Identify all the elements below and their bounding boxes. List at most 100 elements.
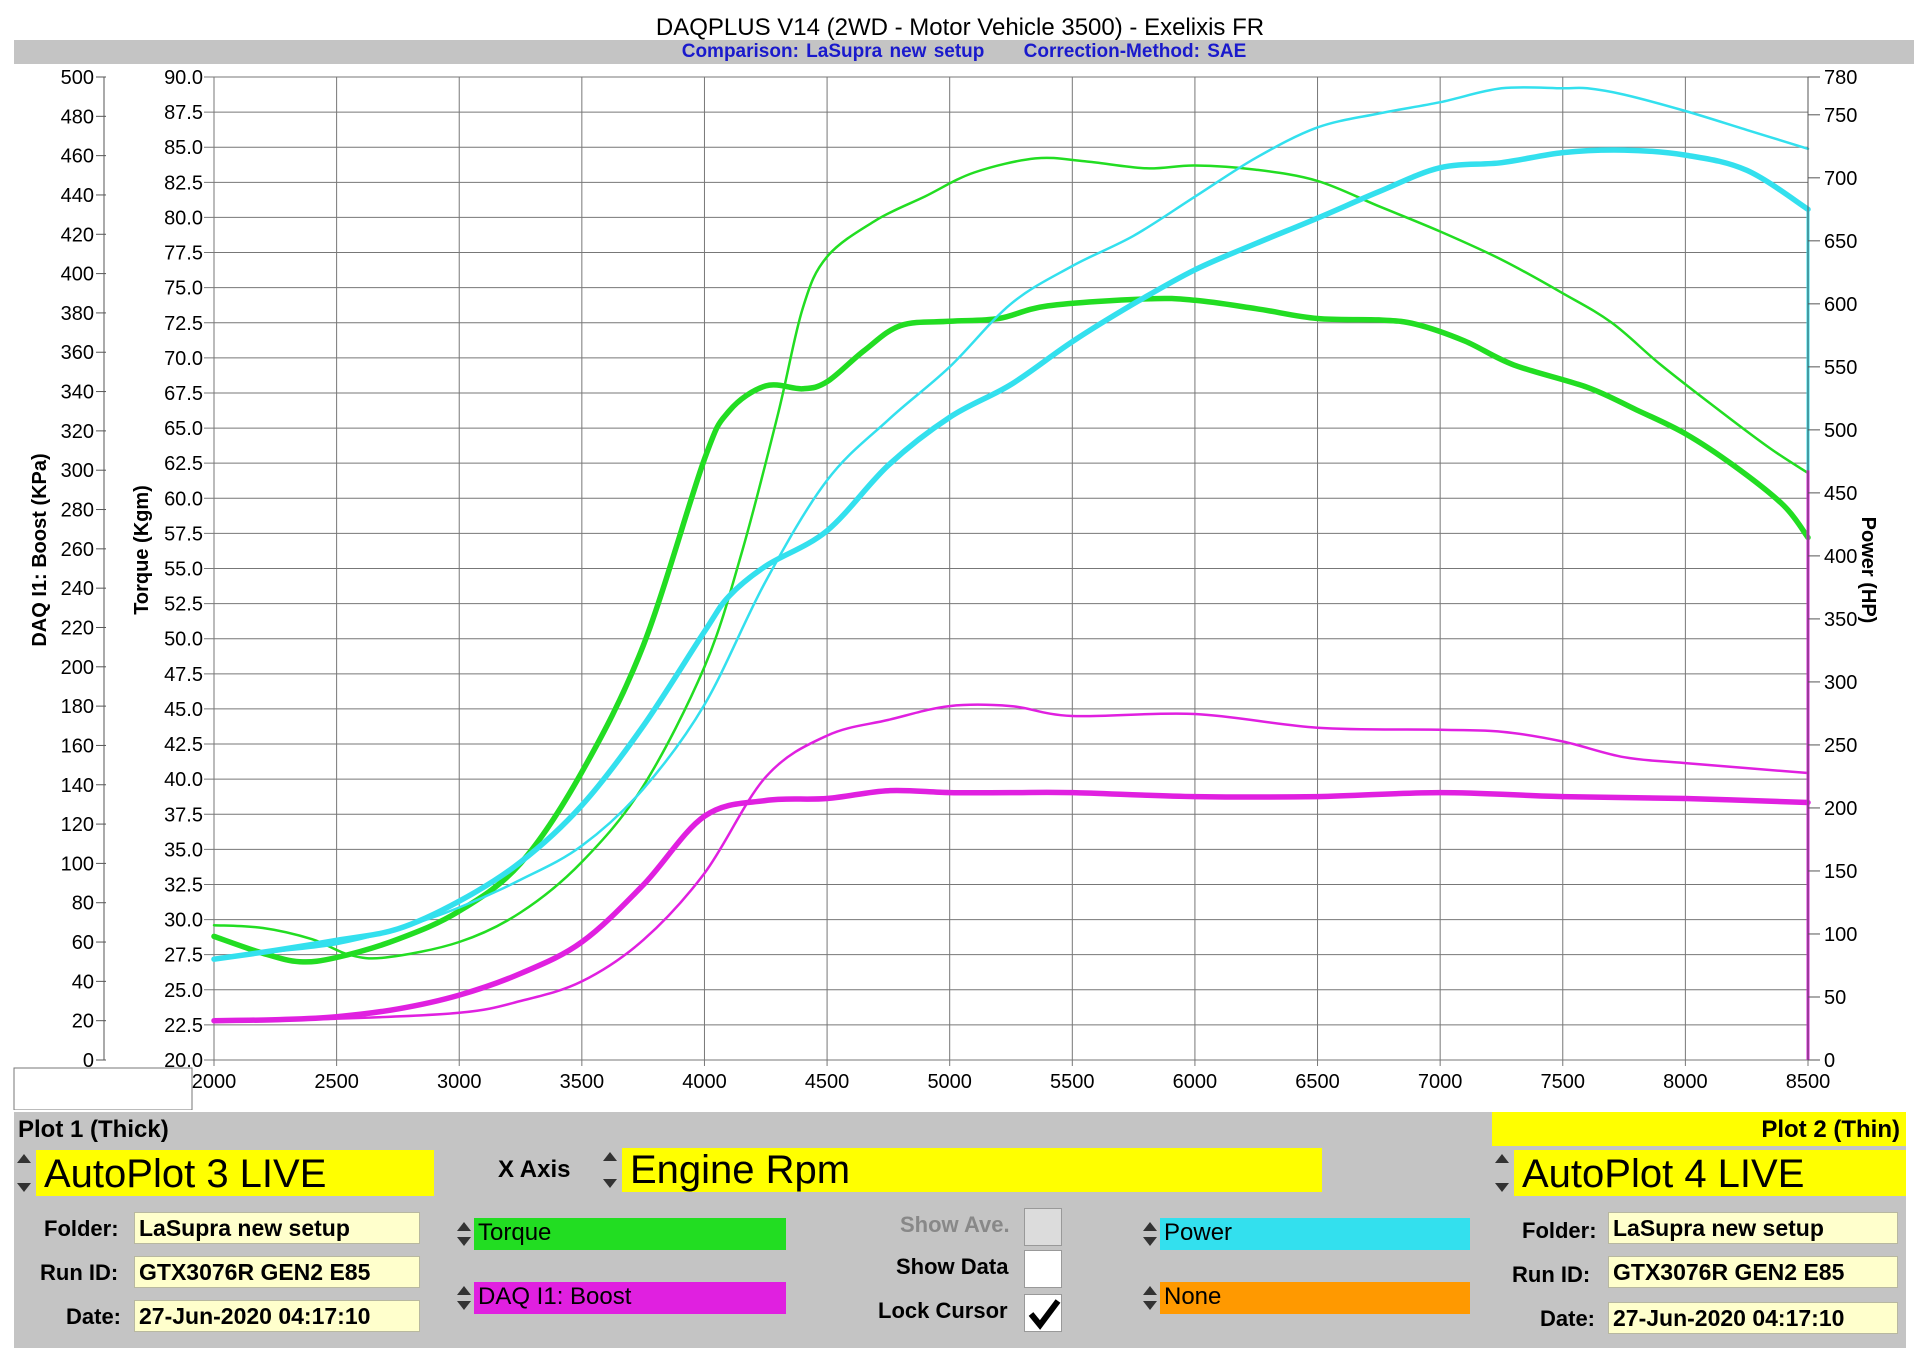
power-tick-label: 50 (1824, 987, 1846, 1009)
power-tick-label: 200 (1824, 798, 1857, 820)
x-tick-label: 6000 (1173, 1071, 1218, 1093)
channel-left2-spinner[interactable] (454, 1282, 474, 1314)
channel-right1-spinner[interactable] (1140, 1218, 1160, 1250)
plot1-folder-value[interactable]: LaSupra new setup (134, 1212, 420, 1244)
plot1-runid-value[interactable]: GTX3076R GEN2 E85 (134, 1256, 420, 1288)
power-tick-label: 250 (1824, 735, 1857, 757)
torque-tick-label: 25.0 (164, 980, 203, 1002)
xaxis-spinner[interactable] (600, 1148, 620, 1192)
torque-tick-label: 45.0 (164, 699, 203, 721)
torque-tick-label: 60.0 (164, 488, 203, 510)
plot2-source[interactable]: AutoPlot 4 LIVE (1514, 1150, 1906, 1196)
x-tick-label: 5000 (927, 1071, 972, 1093)
boost-tick-label: 400 (61, 264, 94, 286)
x-tick-label: 3000 (437, 1071, 482, 1093)
chart-background (0, 64, 1920, 1110)
plot2-folder-label: Folder: (1522, 1218, 1597, 1243)
power-tick-label: 780 (1824, 67, 1857, 89)
torque-tick-label: 85.0 (164, 137, 203, 159)
boost-tick-label: 420 (61, 224, 94, 246)
plot2-date-label: Date: (1540, 1306, 1596, 1331)
torque-tick-label: 82.5 (164, 172, 203, 194)
torque-tick-label: 62.5 (164, 453, 203, 475)
lock-cursor-checkbox[interactable] (1024, 1294, 1062, 1332)
boost-tick-label: 380 (61, 303, 94, 325)
axes-layer: 2000 2500 3000 3500 4000 4500 5000 5500 6000 6500… (61, 67, 1858, 1093)
control-panel: Plot 1 (Thick) AutoPlot 3 LIVE Folder: L… (14, 1112, 1906, 1348)
plot1-runid-label: Run ID: (40, 1260, 119, 1285)
torque-tick-label: 80.0 (164, 207, 203, 229)
boost-tick-label: 20 (72, 1011, 94, 1033)
power-axis-title: Power (HP) (1857, 517, 1879, 624)
power-tick-label: 350 (1824, 609, 1857, 631)
app-title: DAQPLUS V14 (2WD - Motor Vehicle 3500) -… (655, 14, 1265, 41)
plot2-folder-value[interactable]: LaSupra new setup (1608, 1212, 1898, 1244)
channel-left1-spinner[interactable] (454, 1218, 474, 1250)
x-tick-label: 8000 (1663, 1071, 1708, 1093)
plot1-source[interactable]: AutoPlot 3 LIVE (36, 1150, 434, 1196)
channel-right1[interactable]: Power (1160, 1218, 1470, 1250)
power-tick-label: 150 (1824, 861, 1857, 883)
torque-thick-line (211, 295, 1811, 965)
power-tick-label: 400 (1824, 546, 1857, 568)
xaxis-select[interactable]: Engine Rpm (622, 1148, 1322, 1192)
boost-tick-label: 320 (61, 421, 94, 443)
x-tick-label: 6500 (1295, 1071, 1340, 1093)
show-data-checkbox[interactable] (1024, 1250, 1062, 1288)
boost-tick-label: 460 (61, 146, 94, 168)
power-tick-label: 650 (1824, 231, 1857, 253)
x-tick-label: 3500 (560, 1071, 605, 1093)
torque-tick-label: 87.5 (164, 102, 203, 124)
boost-tick-label: 220 (61, 617, 94, 639)
plot2-runid-value[interactable]: GTX3076R GEN2 E85 (1608, 1256, 1898, 1288)
torque-tick-label: 67.5 (164, 383, 203, 405)
power-tick-label: 300 (1824, 672, 1857, 694)
plot2-source-spinner[interactable] (1492, 1150, 1512, 1196)
boost-tick-label: 300 (61, 460, 94, 482)
torque-tick-label: 90.0 (164, 67, 203, 89)
boost-tick-label: 40 (72, 971, 94, 993)
plot2-date-value[interactable]: 27-Jun-2020 04:17:10 (1608, 1302, 1898, 1334)
torque-tick-label: 37.5 (164, 804, 203, 826)
channel-left1[interactable]: Torque (474, 1218, 786, 1250)
torque-tick-label: 77.5 (164, 243, 203, 265)
power-tick-label: 750 (1824, 105, 1857, 127)
plot1-date-value[interactable]: 27-Jun-2020 04:17:10 (134, 1300, 420, 1332)
boost-tick-label: 0 (83, 1050, 94, 1072)
channel-left2[interactable]: DAQ I1: Boost (474, 1282, 786, 1314)
torque-tick-label: 70.0 (164, 348, 203, 370)
x-tick-label: 7000 (1418, 1071, 1463, 1093)
power-thin-line (212, 86, 1810, 961)
torque-tick-label: 50.0 (164, 629, 203, 651)
subtitle-bar: Comparison: LaSupra new setup Correction… (14, 40, 1914, 64)
dyno-chart[interactable]: 2000 2500 3000 3500 4000 4500 5000 5500 6000 6500… (0, 64, 1920, 1110)
torque-tick-label: 32.5 (164, 874, 203, 896)
x-tick-label: 7500 (1541, 1071, 1586, 1093)
boost-tick-label: 160 (61, 735, 94, 757)
power-tick-label: 100 (1824, 924, 1857, 946)
power-tick-label: 600 (1824, 294, 1857, 316)
comparison-label: Comparison: LaSupra new setup (681, 41, 985, 62)
channel-right2[interactable]: None (1160, 1282, 1470, 1314)
boost-tick-label: 260 (61, 539, 94, 561)
boost-tick-label: 140 (61, 775, 94, 797)
show-ave-checkbox[interactable] (1024, 1208, 1062, 1246)
plot2-runid-label: Run ID: (1512, 1262, 1591, 1287)
axis-labels: DAQ I1: Boost (KPa) Torque (Kgm) Power (… (29, 453, 1879, 646)
torque-thin-line (212, 156, 1810, 960)
plot1-header: Plot 1 (Thick) (18, 1116, 169, 1143)
x-tick-label: 4500 (805, 1071, 850, 1093)
torque-tick-label: 65.0 (164, 418, 203, 440)
x-tick-label: 8500 (1786, 1071, 1831, 1093)
torque-tick-label: 27.5 (164, 945, 203, 967)
power-tick-label: 450 (1824, 483, 1857, 505)
torque-tick-label: 30.0 (164, 910, 203, 932)
channel-right2-spinner[interactable] (1140, 1282, 1160, 1314)
x-tick-label: 4000 (682, 1071, 727, 1093)
boost-tick-label: 500 (61, 67, 94, 89)
power-tick-label: 550 (1824, 357, 1857, 379)
plot1-source-spinner[interactable] (14, 1150, 34, 1196)
torque-tick-label: 75.0 (164, 278, 203, 300)
torque-tick-label: 55.0 (164, 559, 203, 581)
plot1-date-label: Date: (66, 1304, 122, 1329)
